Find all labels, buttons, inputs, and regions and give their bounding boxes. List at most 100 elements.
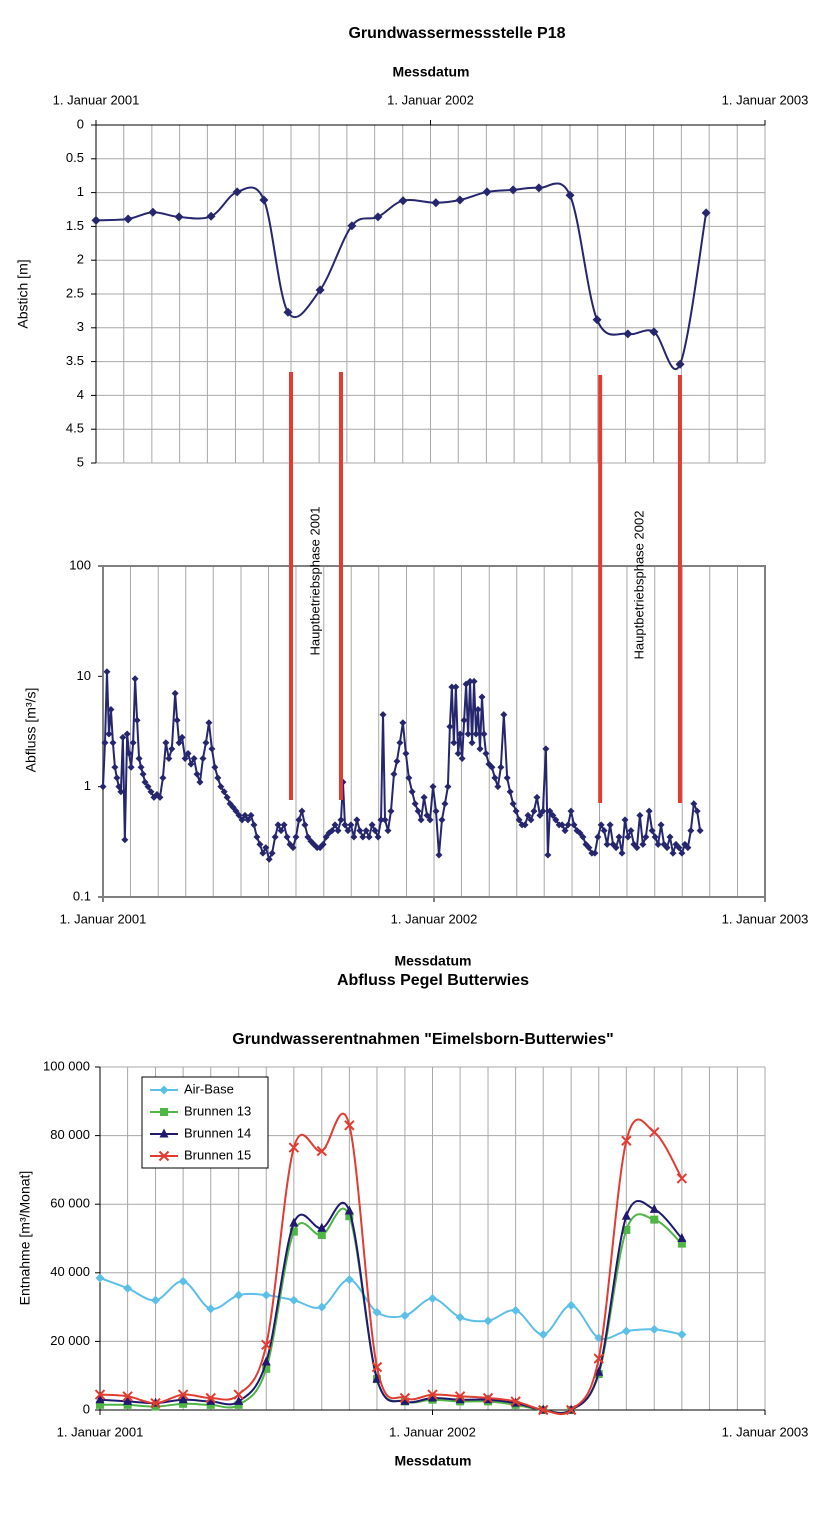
- marker: [235, 811, 243, 819]
- marker: [456, 730, 464, 738]
- marker: [455, 195, 465, 205]
- marker: [109, 739, 117, 747]
- marker: [678, 849, 686, 857]
- marker: [538, 1330, 548, 1340]
- marker: [178, 1394, 188, 1404]
- x-tick-label: 1. Januar 2002: [389, 1424, 476, 1439]
- marker: [645, 807, 653, 815]
- x-tick-label: 1. Januar 2003: [722, 911, 809, 926]
- x-axis-label: Messdatum: [392, 64, 469, 80]
- marker: [127, 763, 135, 771]
- y-tick-label: 1: [84, 778, 91, 793]
- marker: [497, 763, 505, 771]
- marker: [438, 816, 446, 824]
- marker: [214, 774, 222, 782]
- legend-label: Brunnen 14: [184, 1125, 251, 1140]
- marker: [350, 833, 358, 841]
- marker: [494, 783, 502, 791]
- marker: [274, 821, 282, 829]
- marker: [103, 668, 111, 676]
- y-tick-label: 40 000: [50, 1264, 90, 1279]
- marker: [262, 844, 270, 852]
- marker: [536, 811, 544, 819]
- marker: [534, 183, 544, 193]
- marker: [105, 730, 113, 738]
- marker: [344, 827, 352, 835]
- marker: [508, 185, 518, 195]
- y-tick-label: 4: [77, 387, 84, 402]
- marker: [452, 683, 460, 691]
- marker: [159, 1085, 169, 1095]
- marker: [247, 811, 255, 819]
- y-axis-label: Entnahme [m³/Monat]: [17, 1171, 33, 1306]
- x-tick-label: 1. Januar 2002: [391, 911, 478, 926]
- y-tick-label: 3.5: [66, 353, 84, 368]
- marker: [533, 793, 541, 801]
- legend-label: Brunnen 15: [184, 1147, 251, 1162]
- marker: [387, 807, 395, 815]
- marker: [331, 821, 339, 829]
- marker: [396, 739, 404, 747]
- marker: [585, 844, 593, 852]
- marker: [139, 770, 147, 778]
- marker: [483, 1316, 493, 1326]
- marker: [482, 749, 490, 757]
- marker: [253, 833, 261, 841]
- marker: [117, 788, 125, 796]
- marker: [448, 683, 456, 691]
- marker: [162, 739, 170, 747]
- marker: [171, 689, 179, 697]
- marker: [280, 821, 288, 829]
- marker: [524, 811, 532, 819]
- marker: [500, 711, 508, 719]
- y-tick-label: 100: [69, 557, 91, 572]
- marker: [123, 730, 131, 738]
- marker: [289, 1217, 299, 1227]
- marker: [402, 749, 410, 757]
- marker: [476, 745, 484, 753]
- y-axis-label: Abstich [m]: [15, 259, 31, 328]
- marker: [137, 763, 145, 771]
- marker: [292, 833, 300, 841]
- marker: [344, 1275, 354, 1285]
- marker: [570, 821, 578, 829]
- marker: [651, 833, 659, 841]
- marker: [301, 821, 309, 829]
- marker: [561, 827, 569, 835]
- marker: [503, 774, 511, 782]
- marker: [546, 807, 554, 815]
- marker: [256, 840, 264, 848]
- marker: [99, 783, 107, 791]
- marker: [223, 793, 231, 801]
- marker: [408, 788, 416, 796]
- marker: [654, 840, 662, 848]
- marker: [612, 844, 620, 852]
- marker: [337, 816, 345, 824]
- marker: [428, 1392, 437, 1402]
- marker: [675, 844, 683, 852]
- marker: [423, 811, 431, 819]
- marker: [491, 774, 499, 782]
- marker: [506, 788, 514, 796]
- marker: [232, 807, 240, 815]
- marker: [232, 187, 242, 197]
- marker: [615, 833, 623, 841]
- marker: [623, 329, 633, 339]
- marker: [261, 1290, 271, 1300]
- x-tick-label: 1. Januar 2002: [387, 92, 474, 107]
- marker: [405, 774, 413, 782]
- legend-label: Air-Base: [184, 1081, 234, 1096]
- marker: [328, 827, 336, 835]
- marker: [144, 783, 152, 791]
- marker: [687, 827, 695, 835]
- marker: [579, 833, 587, 841]
- marker: [205, 719, 213, 727]
- marker: [466, 677, 474, 685]
- marker: [181, 755, 189, 763]
- marker: [429, 783, 437, 791]
- marker: [468, 739, 476, 747]
- marker: [431, 198, 441, 208]
- marker: [271, 833, 279, 841]
- marker: [295, 816, 303, 824]
- marker: [96, 1400, 104, 1409]
